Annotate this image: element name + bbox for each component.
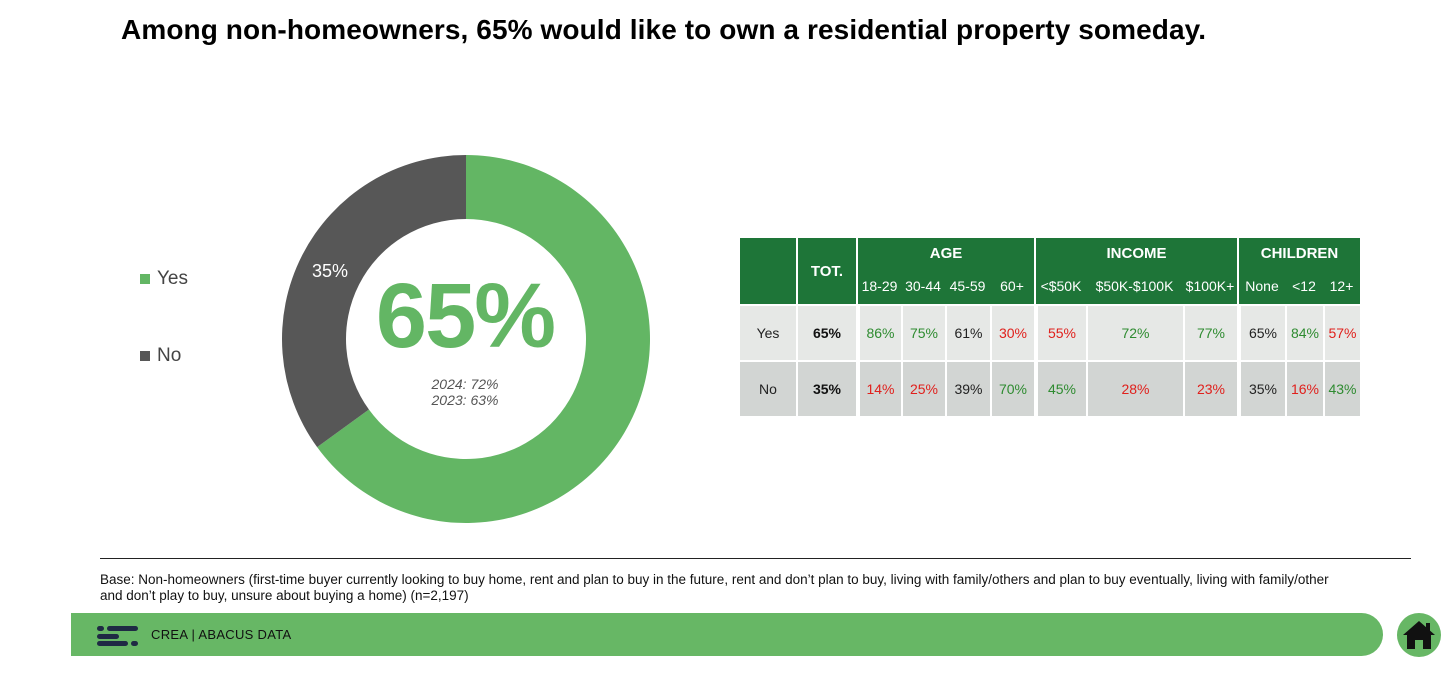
donut-chart bbox=[282, 155, 650, 523]
history-2023: 2023: 63% bbox=[431, 392, 499, 408]
total-cell: 65% bbox=[796, 304, 856, 360]
table-cell: 55% bbox=[1034, 304, 1086, 360]
table-group-age: AGE bbox=[856, 238, 1034, 268]
table-row: Yes 65% 86% 75% 61% 30% 55% 72% 77% 65% 84% 57% bbox=[740, 304, 1360, 360]
table-cell: 28% bbox=[1086, 360, 1183, 416]
slice-label-no: 35% bbox=[312, 261, 349, 281]
table-group-children: CHILDREN bbox=[1237, 238, 1360, 268]
table-cell: 86% bbox=[856, 304, 901, 360]
donut-slice-yes bbox=[317, 155, 650, 523]
table-cell: 75% bbox=[901, 304, 945, 360]
footnote: Base: Non-homeowners (first-time buyer c… bbox=[100, 572, 1329, 603]
legend-swatch-yes bbox=[140, 274, 150, 284]
table-corner bbox=[740, 238, 796, 304]
table-row: No 35% 14% 25% 39% 70% 45% 28% 23% 35% 16% 43% bbox=[740, 360, 1360, 416]
table-group-income: INCOME bbox=[1034, 238, 1237, 268]
table-cell: 57% bbox=[1323, 304, 1360, 360]
table-cell: 16% bbox=[1285, 360, 1323, 416]
footer-bar: CREA | ABACUS DATA bbox=[71, 613, 1383, 656]
table-cell: 84% bbox=[1285, 304, 1323, 360]
total-cell: 35% bbox=[796, 360, 856, 416]
col-header: $50K-$100K bbox=[1086, 268, 1183, 304]
table-cell: 70% bbox=[990, 360, 1034, 416]
table-cell: 61% bbox=[945, 304, 990, 360]
col-header: 18-29 bbox=[856, 268, 901, 304]
donut-center-history: 2024: 72% 2023: 63% bbox=[380, 376, 550, 408]
table-cell: 39% bbox=[945, 360, 990, 416]
abacus-logo-icon bbox=[97, 626, 138, 646]
col-header: 12+ bbox=[1323, 268, 1360, 304]
legend-swatch-no bbox=[140, 351, 150, 361]
legend-label-no: No bbox=[157, 345, 182, 366]
crosstab-table: TOT. AGE INCOME CHILDREN 18-29 30-44 45-… bbox=[740, 238, 1360, 416]
donut-center-value: 65% bbox=[375, 265, 556, 367]
legend-item-no: No bbox=[140, 345, 181, 367]
col-header: $100K+ bbox=[1183, 268, 1237, 304]
home-button[interactable] bbox=[1397, 613, 1441, 657]
col-header: 30-44 bbox=[901, 268, 945, 304]
donut-slice-no bbox=[282, 155, 466, 448]
table-cell: 25% bbox=[901, 360, 945, 416]
table-header-total: TOT. bbox=[796, 238, 856, 304]
table-cell: 72% bbox=[1086, 304, 1183, 360]
col-header: 45-59 bbox=[945, 268, 990, 304]
row-label: Yes bbox=[740, 304, 796, 360]
table-cell: 23% bbox=[1183, 360, 1237, 416]
legend-label-yes: Yes bbox=[157, 268, 188, 289]
legend-item-yes: Yes bbox=[140, 268, 188, 290]
home-icon bbox=[1403, 621, 1435, 649]
col-header: 60+ bbox=[990, 268, 1034, 304]
table-cell: 65% bbox=[1237, 304, 1285, 360]
table-cell: 43% bbox=[1323, 360, 1360, 416]
table-cell: 14% bbox=[856, 360, 901, 416]
col-header: None bbox=[1237, 268, 1285, 304]
table-cell: 35% bbox=[1237, 360, 1285, 416]
col-header: <12 bbox=[1285, 268, 1323, 304]
page-title: Among non-homeowners, 65% would like to … bbox=[121, 14, 1207, 45]
col-header: <$50K bbox=[1034, 268, 1086, 304]
history-2024: 2024: 72% bbox=[431, 376, 499, 392]
footer-brand-text: CREA | ABACUS DATA bbox=[151, 627, 292, 642]
footnote-divider bbox=[100, 558, 1411, 559]
table-cell: 45% bbox=[1034, 360, 1086, 416]
row-label: No bbox=[740, 360, 796, 416]
table-cell: 77% bbox=[1183, 304, 1237, 360]
table-cell: 30% bbox=[990, 304, 1034, 360]
table-body: Yes 65% 86% 75% 61% 30% 55% 72% 77% 65% 84% 57% No 35… bbox=[740, 304, 1360, 416]
